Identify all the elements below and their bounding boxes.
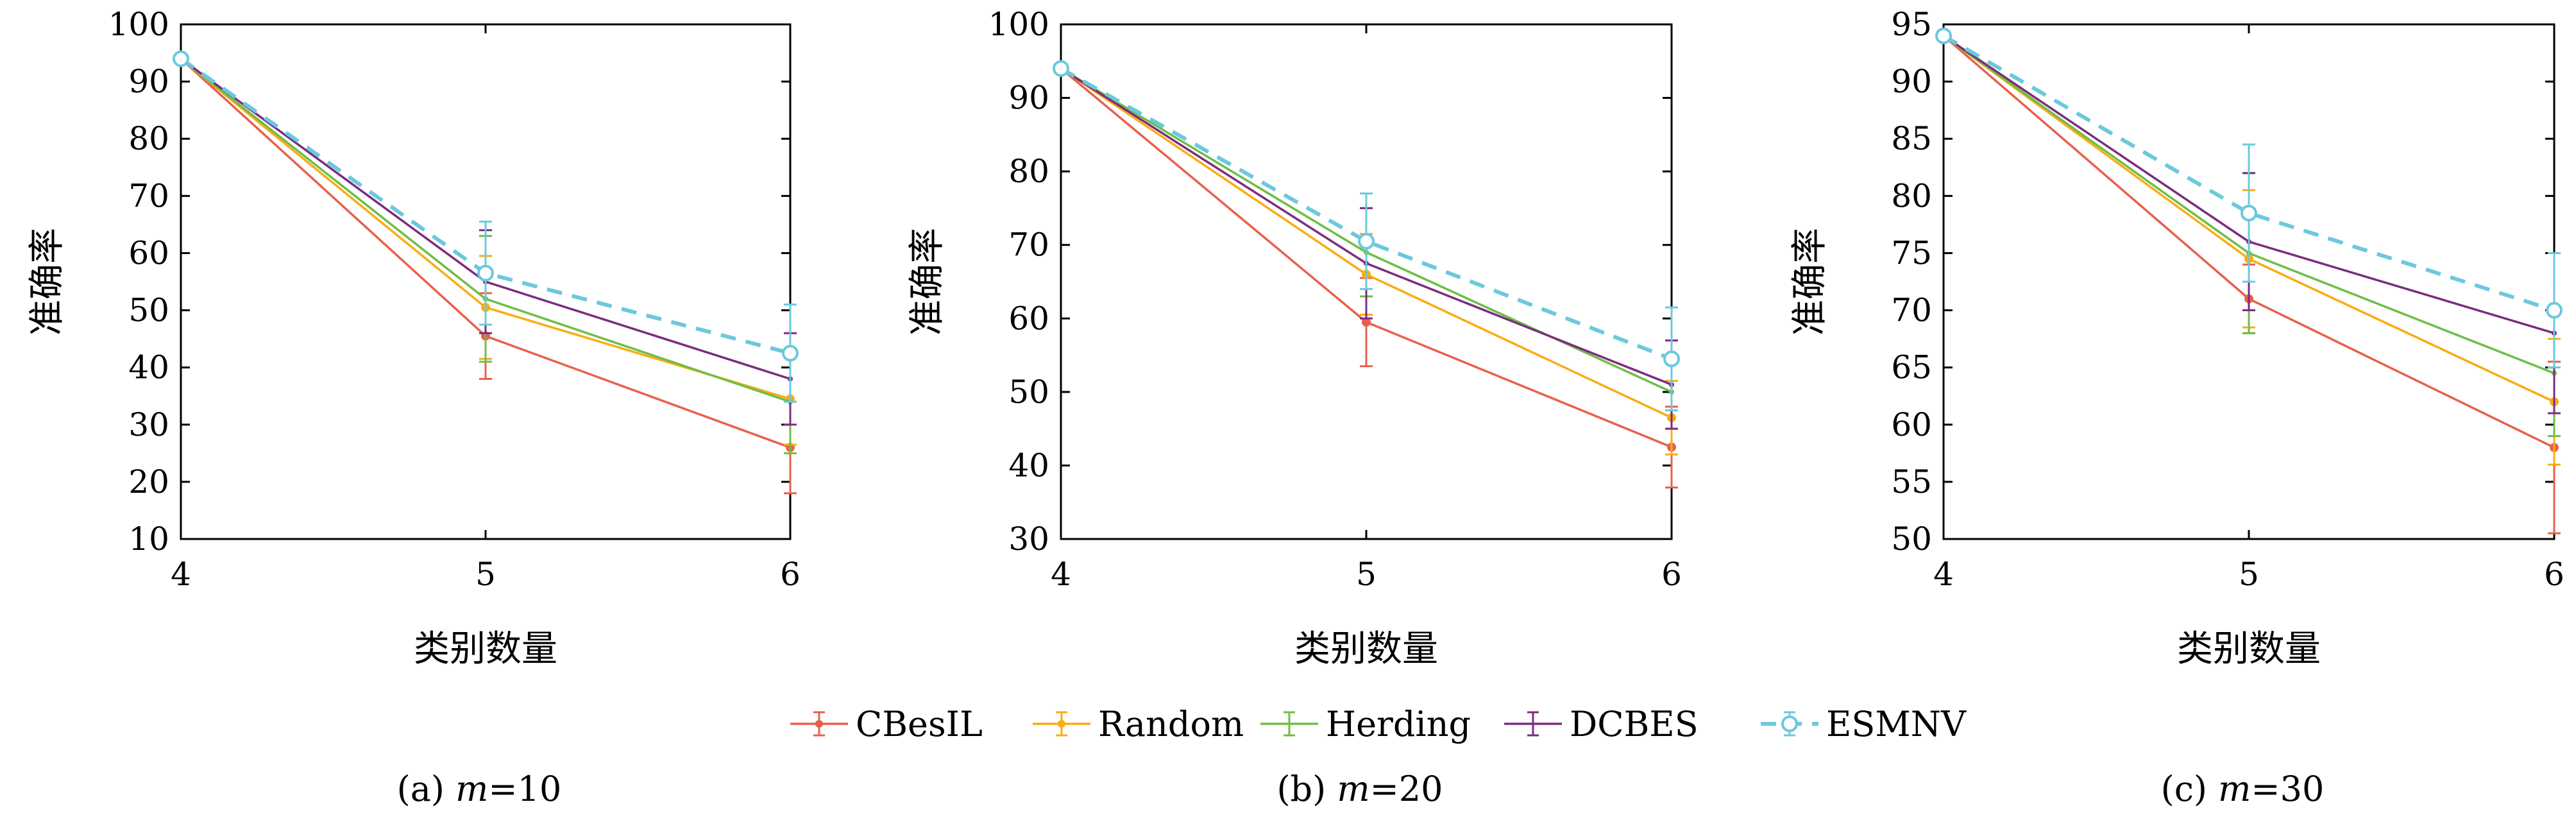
legend-item-herding: Herding	[1260, 704, 1471, 744]
legend-label: DCBES	[1570, 704, 1699, 744]
data-point	[1663, 350, 1680, 368]
x-tick-label: 5	[1356, 556, 1377, 593]
y-tick-label: 70	[1008, 227, 1049, 264]
y-tick-label: 80	[1008, 153, 1049, 190]
data-point	[2241, 205, 2257, 222]
legend-label: Herding	[1326, 704, 1471, 744]
x-tick-label: 4	[1051, 556, 1071, 593]
y-tick-label: 100	[988, 6, 1049, 43]
y-tick-label: 90	[128, 63, 169, 100]
y-tick-label: 60	[128, 234, 169, 271]
y-axis-title: 准确率	[26, 228, 68, 336]
y-tick-label: 80	[1891, 177, 1932, 214]
series-line	[1942, 34, 2555, 312]
y-tick-label: 100	[108, 6, 169, 43]
x-axis-title: 类别数量	[1294, 628, 1438, 670]
series-dcbes	[178, 56, 797, 426]
y-tick-label: 65	[1891, 349, 1932, 386]
series-herding	[1941, 33, 2561, 438]
legend-item-cbesil: CBesIL	[790, 704, 983, 744]
y-tick-label: 60	[1891, 406, 1932, 443]
legend-label: ESMNV	[1826, 704, 1967, 744]
data-point	[1053, 60, 1069, 77]
data-point	[782, 345, 799, 362]
x-tick-label: 4	[171, 556, 191, 593]
x-tick-label: 4	[1933, 556, 1954, 593]
data-point	[173, 50, 189, 67]
legend-swatch-marker	[1781, 715, 1798, 732]
series-esmnv	[173, 50, 799, 403]
y-tick-label: 10	[128, 520, 169, 558]
panel-caption: (a) m=10	[397, 769, 562, 809]
y-axis-title: 准确率	[1789, 228, 1831, 336]
series-esmnv	[1053, 60, 1680, 411]
panel-caption: (b) m=20	[1276, 769, 1443, 809]
data-point	[1362, 318, 1371, 327]
legend-item-esmnv: ESMNV	[1761, 704, 1967, 744]
legend-swatch-marker	[1058, 720, 1065, 728]
y-tick-label: 40	[1008, 447, 1049, 484]
data-point	[477, 264, 494, 282]
legend-item-random: Random	[1033, 704, 1244, 744]
y-tick-label: 30	[1008, 520, 1049, 558]
legend-label: CBesIL	[856, 704, 983, 744]
y-axis-title: 准确率	[906, 228, 948, 336]
y-tick-label: 75	[1891, 234, 1932, 271]
y-tick-label: 70	[128, 177, 169, 214]
y-tick-label: 80	[128, 120, 169, 157]
x-tick-label: 6	[1661, 556, 1682, 593]
y-tick-label: 20	[128, 463, 169, 501]
y-tick-label: 60	[1008, 300, 1049, 337]
y-tick-label: 50	[1891, 520, 1932, 558]
legend-label: Random	[1098, 704, 1244, 744]
data-point	[1358, 232, 1375, 250]
x-axis-title: 类别数量	[414, 628, 557, 670]
series-random	[176, 54, 797, 446]
x-tick-label: 6	[780, 556, 801, 593]
series-herding	[178, 56, 797, 454]
legend-item-dcbes: DCBES	[1504, 704, 1699, 744]
series-esmnv	[1935, 27, 2563, 369]
legend: CBesIL Random Herding DCBES ESMNV	[790, 704, 1967, 744]
y-tick-label: 90	[1008, 80, 1049, 117]
y-tick-label: 50	[1008, 373, 1049, 411]
series-line	[1060, 67, 1673, 361]
legend-swatch-marker	[815, 720, 823, 728]
y-tick-label: 95	[1891, 6, 1932, 43]
y-tick-label: 50	[128, 292, 169, 329]
y-tick-label: 70	[1891, 292, 1932, 329]
panel-caption: (c) m=30	[2161, 769, 2325, 809]
y-tick-label: 90	[1891, 63, 1932, 100]
x-tick-label: 5	[475, 556, 496, 593]
data-point	[1935, 27, 1952, 44]
x-axis-title: 类别数量	[2177, 628, 2321, 670]
y-tick-label: 55	[1891, 463, 1932, 501]
x-tick-label: 5	[2239, 556, 2259, 593]
y-tick-label: 40	[128, 349, 169, 386]
y-tick-label: 85	[1891, 120, 1932, 157]
y-tick-label: 30	[128, 406, 169, 443]
data-point	[2546, 302, 2563, 319]
x-tick-label: 6	[2544, 556, 2564, 593]
